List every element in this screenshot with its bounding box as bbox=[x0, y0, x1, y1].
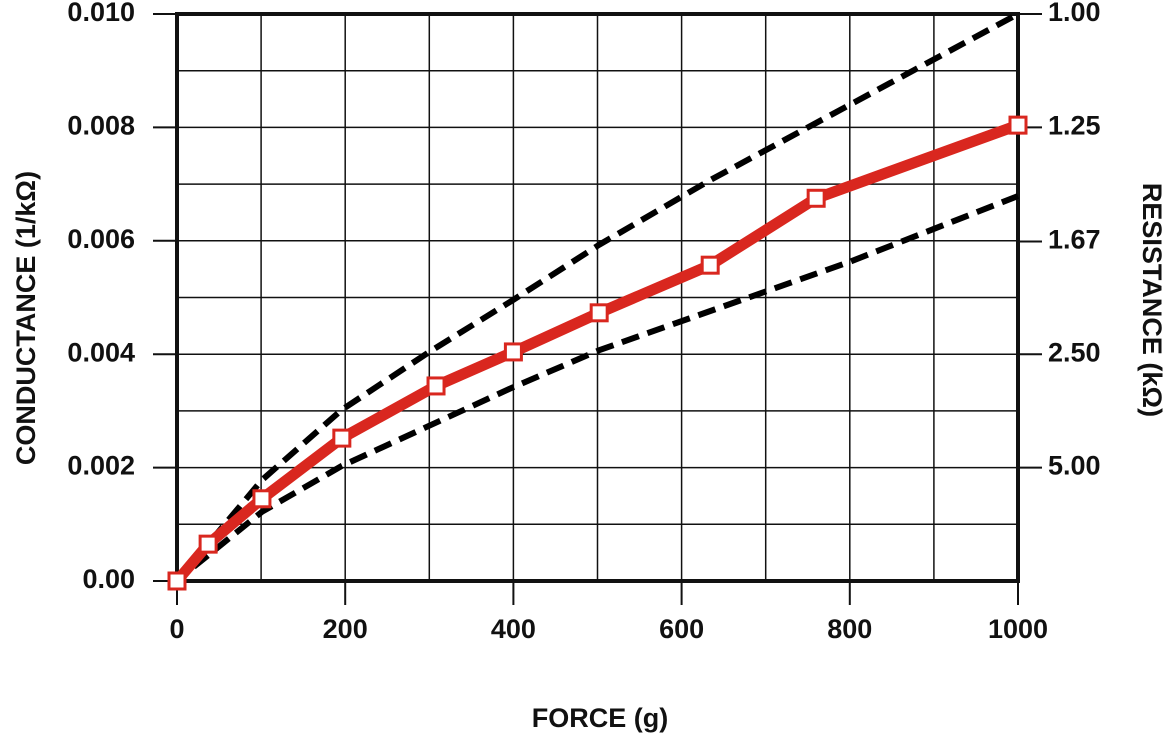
marker bbox=[167, 571, 187, 591]
marker bbox=[503, 342, 523, 362]
y-tick-label: 0.002 bbox=[67, 451, 135, 481]
dashed-line bbox=[191, 11, 1020, 564]
y-tick-label: 0.004 bbox=[67, 337, 135, 367]
marker bbox=[806, 188, 826, 208]
x-tick-label: 200 bbox=[323, 614, 368, 644]
x-tick-label: 1000 bbox=[988, 614, 1048, 644]
y2-tick-label: 5.00 bbox=[1048, 451, 1101, 481]
x-axis-label: FORCE (g) bbox=[532, 703, 668, 733]
marker bbox=[332, 428, 352, 448]
y-tick-label: 0.00 bbox=[82, 564, 135, 594]
x-tick-label: 600 bbox=[659, 614, 704, 644]
y2-tick-label: 1.25 bbox=[1048, 111, 1101, 141]
x-tick-label: 400 bbox=[491, 614, 536, 644]
y2-axis-label: RESISTANCE (kΩ) bbox=[1137, 183, 1167, 417]
marker bbox=[700, 255, 720, 275]
y2-tick-label: 1.00 bbox=[1048, 0, 1101, 27]
y-tick-label: 0.008 bbox=[67, 111, 135, 141]
plot-frame bbox=[175, 12, 1020, 583]
y-axis-label: CONDUCTANCE (1/kΩ) bbox=[11, 171, 41, 465]
marker bbox=[252, 489, 272, 509]
marker bbox=[198, 534, 218, 554]
marker bbox=[589, 303, 609, 323]
marker bbox=[1008, 115, 1028, 135]
marker bbox=[426, 376, 446, 396]
y-tick-label: 0.006 bbox=[67, 224, 135, 254]
x-tick-label: 0 bbox=[169, 614, 184, 644]
x-tick-label: 800 bbox=[827, 614, 872, 644]
y-tick-label: 0.010 bbox=[67, 0, 135, 27]
y2-tick-label: 1.67 bbox=[1048, 225, 1101, 255]
dashed-line bbox=[191, 193, 1020, 570]
y2-tick-label: 2.50 bbox=[1048, 337, 1101, 367]
data-line bbox=[172, 119, 1020, 585]
